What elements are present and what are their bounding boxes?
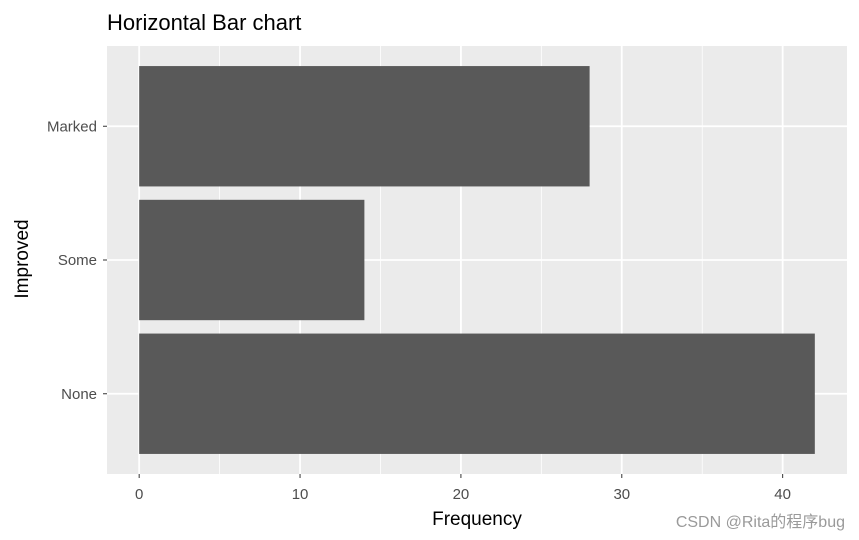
x-tick-label: 30 xyxy=(613,486,630,503)
x-axis: 0 10 20 30 40 xyxy=(135,474,791,503)
bar-marked xyxy=(139,66,590,187)
x-axis-title: Frequency xyxy=(432,509,522,530)
x-tick-label: 40 xyxy=(774,486,791,503)
bar-none xyxy=(139,333,815,454)
y-axis: None Some Marked xyxy=(47,118,107,403)
y-axis-title: Improved xyxy=(12,219,33,298)
y-tick-label: Some xyxy=(58,252,97,269)
x-tick-label: 0 xyxy=(135,486,143,503)
x-tick-label: 20 xyxy=(453,486,470,503)
bar-some xyxy=(139,199,365,321)
bars xyxy=(139,66,815,454)
y-tick-label: Marked xyxy=(47,118,97,135)
chart-title: Horizontal Bar chart xyxy=(107,10,301,35)
y-tick-label: None xyxy=(61,386,97,403)
x-tick-label: 10 xyxy=(292,486,309,503)
watermark: CSDN @Rita的程序bug xyxy=(676,513,845,531)
